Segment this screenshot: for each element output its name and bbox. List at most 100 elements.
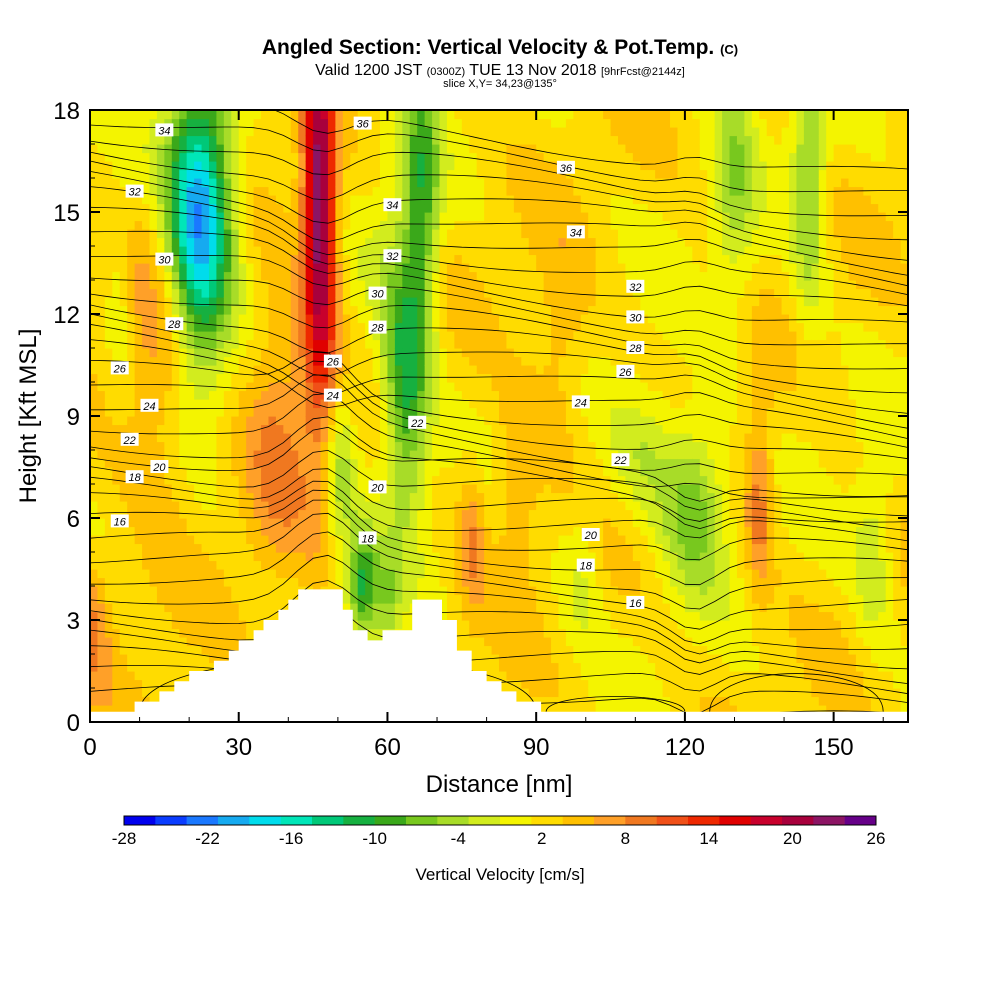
heatmap-cell (402, 263, 410, 272)
heatmap-cell (120, 416, 128, 425)
heatmap-cell (402, 484, 410, 493)
heatmap-cell (90, 476, 98, 485)
heatmap-cell (313, 289, 321, 298)
heatmap-cell (283, 255, 291, 264)
heatmap-cell (120, 229, 128, 238)
heatmap-cell (484, 595, 492, 604)
heatmap-cell (387, 603, 395, 612)
heatmap-cell (373, 263, 381, 272)
heatmap-cell (432, 586, 440, 595)
heatmap-cell (417, 127, 425, 136)
heatmap-cell (588, 229, 596, 238)
heatmap-cell (558, 153, 566, 162)
heatmap-cell (246, 297, 254, 306)
heatmap-cell (462, 187, 470, 196)
heatmap-cell (402, 612, 410, 621)
heatmap-cell (440, 561, 448, 570)
heatmap-cell (410, 323, 418, 332)
heatmap-cell (477, 646, 485, 655)
heatmap-cell (447, 357, 455, 366)
heatmap-cell (596, 620, 604, 629)
heatmap-cell (343, 476, 351, 485)
heatmap-cell (313, 297, 321, 306)
heatmap-cell (239, 272, 247, 281)
heatmap-cell (410, 314, 418, 323)
heatmap-cell (462, 357, 470, 366)
heatmap-cell (544, 603, 552, 612)
heatmap-cell (298, 289, 306, 298)
heatmap-cell (276, 119, 284, 128)
heatmap-cell (484, 178, 492, 187)
heatmap-cell (365, 195, 373, 204)
heatmap-cell (276, 314, 284, 323)
heatmap-cell (558, 187, 566, 196)
heatmap-cell (373, 595, 381, 604)
heatmap-cell (194, 374, 202, 383)
heatmap-cell (187, 272, 195, 281)
heatmap-cell (209, 646, 217, 655)
heatmap-cell (283, 119, 291, 128)
heatmap-cell (149, 212, 157, 221)
heatmap-cell (194, 569, 202, 578)
heatmap-cell (358, 161, 366, 170)
heatmap-cell (477, 297, 485, 306)
heatmap-cell (581, 654, 589, 663)
heatmap-cell (112, 501, 120, 510)
heatmap-cell (544, 348, 552, 357)
heatmap-cell (105, 212, 113, 221)
heatmap-cell (164, 586, 172, 595)
heatmap-cell (239, 535, 247, 544)
heatmap-cell (566, 136, 574, 145)
heatmap-cell (566, 510, 574, 519)
heatmap-cell (440, 263, 448, 272)
heatmap-cell (454, 493, 462, 502)
heatmap-cell (112, 603, 120, 612)
heatmap-cell (499, 646, 507, 655)
heatmap-cell (254, 144, 262, 153)
heatmap-cell (402, 365, 410, 374)
heatmap-cell (231, 161, 239, 170)
heatmap-cell (492, 603, 500, 612)
heatmap-cell (365, 306, 373, 315)
heatmap-cell (261, 323, 269, 332)
heatmap-cell (350, 153, 358, 162)
heatmap-cell (142, 654, 150, 663)
heatmap-cell (164, 637, 172, 646)
heatmap-cell (216, 314, 224, 323)
heatmap-cell (179, 501, 187, 510)
heatmap-cell (454, 518, 462, 527)
heatmap-cell (536, 425, 544, 434)
heatmap-cell (469, 620, 477, 629)
heatmap-cell (387, 178, 395, 187)
heatmap-cell (551, 221, 559, 230)
heatmap-cell (402, 510, 410, 519)
heatmap-cell (276, 586, 284, 595)
heatmap-cell (588, 612, 596, 621)
heatmap-cell (373, 467, 381, 476)
heatmap-cell (149, 280, 157, 289)
heatmap-cell (402, 459, 410, 468)
heatmap-cell (380, 595, 388, 604)
heatmap-cell (239, 280, 247, 289)
heatmap-cell (387, 314, 395, 323)
heatmap-cell (127, 527, 135, 536)
heatmap-cell (328, 314, 336, 323)
heatmap-cell (529, 357, 537, 366)
heatmap-cell (135, 212, 143, 221)
heatmap-cell (573, 646, 581, 655)
heatmap-cell (387, 119, 395, 128)
heatmap-cell (135, 569, 143, 578)
heatmap-cell (432, 331, 440, 340)
heatmap-cell (268, 153, 276, 162)
heatmap-cell (581, 161, 589, 170)
heatmap-cell (387, 467, 395, 476)
heatmap-cell (216, 119, 224, 128)
heatmap-cell (521, 561, 529, 570)
heatmap-cell (335, 306, 343, 315)
heatmap-cell (179, 136, 187, 145)
heatmap-cell (135, 688, 143, 697)
heatmap-cell (231, 425, 239, 434)
heatmap-cell (484, 212, 492, 221)
heatmap-cell (127, 263, 135, 272)
heatmap-cell (402, 561, 410, 570)
